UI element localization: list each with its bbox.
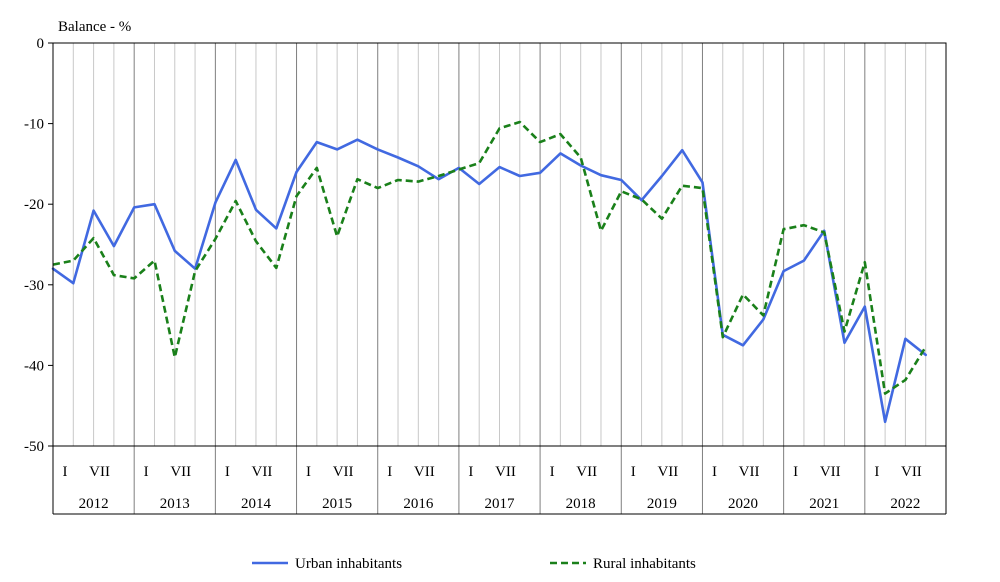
legend: Urban inhabitants Rural inhabitants xyxy=(252,556,696,572)
month-label: I xyxy=(712,464,717,480)
year-label: 2018 xyxy=(566,496,596,512)
plot-border xyxy=(52,42,947,447)
year-label: 2014 xyxy=(241,496,272,512)
chart-title: Balance - % xyxy=(58,19,131,35)
month-label: VII xyxy=(820,464,841,480)
vertical-gridlines xyxy=(72,43,927,514)
y-axis: 0 -10 -20 -30 -40 -50 xyxy=(24,36,53,455)
x-axis: I VII 2012 I VII 2013 I VII 2014 I VII 2015 I VII 2016… xyxy=(63,464,922,512)
month-label: VII xyxy=(414,464,435,480)
month-label: I xyxy=(144,464,149,480)
month-label: VII xyxy=(252,464,273,480)
year-label: 2013 xyxy=(160,496,190,512)
y-tick-label: -50 xyxy=(24,439,44,455)
month-label: I xyxy=(793,464,798,480)
month-label: VII xyxy=(89,464,110,480)
legend-label: Urban inhabitants xyxy=(295,556,402,572)
month-label: VII xyxy=(495,464,516,480)
month-label: VII xyxy=(657,464,678,480)
legend-label: Rural inhabitants xyxy=(593,556,696,572)
year-label: 2012 xyxy=(79,496,109,512)
series-line-urban xyxy=(51,138,928,424)
y-tick-label: -20 xyxy=(24,197,44,213)
month-label: I xyxy=(550,464,555,480)
year-label: 2022 xyxy=(890,496,920,512)
month-label: VII xyxy=(333,464,354,480)
plot-frame xyxy=(52,42,947,515)
month-label: I xyxy=(631,464,636,480)
year-label: 2015 xyxy=(322,496,352,512)
month-label: VII xyxy=(170,464,191,480)
month-label: VII xyxy=(739,464,760,480)
year-label: 2020 xyxy=(728,496,758,512)
series-line-rural xyxy=(52,120,927,395)
month-label: I xyxy=(387,464,392,480)
month-label: VII xyxy=(901,464,922,480)
month-label: I xyxy=(468,464,473,480)
year-label: 2019 xyxy=(647,496,677,512)
month-label: I xyxy=(874,464,879,480)
series-layer xyxy=(51,120,928,424)
year-label: 2021 xyxy=(809,496,839,512)
month-label: I xyxy=(63,464,68,480)
year-label: 2016 xyxy=(403,496,434,512)
y-tick-label: -10 xyxy=(24,117,44,133)
month-label: I xyxy=(306,464,311,480)
month-label: VII xyxy=(576,464,597,480)
y-tick-label: -30 xyxy=(24,278,44,294)
month-label: I xyxy=(225,464,230,480)
year-label: 2017 xyxy=(485,496,516,512)
y-tick-label: 0 xyxy=(37,36,45,52)
y-tick-label: -40 xyxy=(24,358,44,374)
